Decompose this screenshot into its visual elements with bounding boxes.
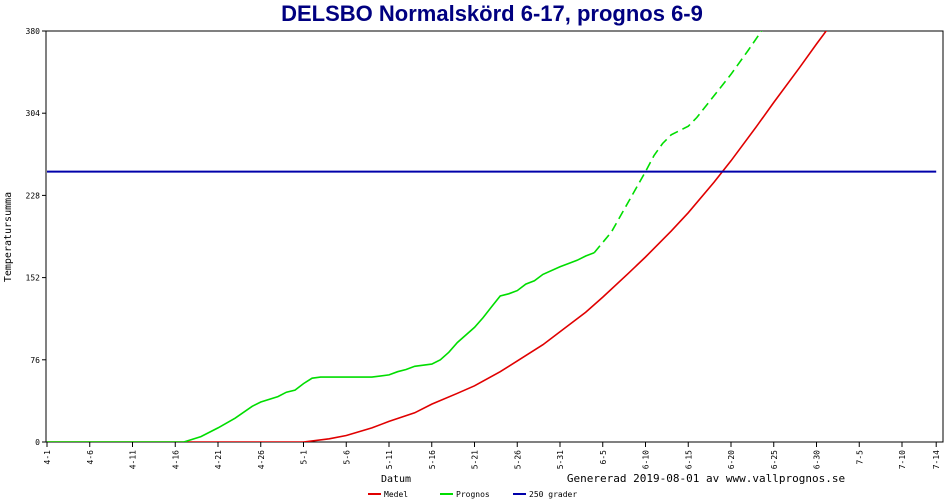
- y-tick-label: 76: [30, 356, 40, 365]
- x-tick-label: 5-1: [300, 450, 309, 465]
- generated-note: Genererad 2019-08-01 av www.vallprognos.…: [567, 472, 845, 485]
- x-tick-label: 6-5: [599, 450, 608, 465]
- x-tick-label: 6-10: [642, 450, 651, 469]
- x-tick-label: 7-14: [932, 450, 941, 469]
- x-tick-label: 4-11: [129, 450, 138, 469]
- x-tick-label: 4-16: [171, 450, 180, 469]
- x-tick-label: 7-10: [898, 450, 907, 469]
- y-tick-label: 380: [26, 27, 41, 36]
- y-axis-title: Temperatursumma: [3, 192, 14, 282]
- x-tick-label: 5-11: [385, 450, 394, 469]
- legend-label: Medel: [384, 490, 408, 499]
- chart-title: DELSBO Normalskörd 6-17, prognos 6-9: [281, 1, 703, 26]
- y-axis: 0 76 152 228 304 380: [26, 27, 46, 447]
- x-tick-label: 5-31: [556, 450, 565, 469]
- x-tick-label: 5-6: [342, 450, 351, 465]
- x-tick-label: 6-15: [684, 450, 693, 469]
- x-tick-label: 5-21: [471, 450, 480, 469]
- x-tick-label: 6-25: [770, 450, 779, 469]
- x-tick-label: 4-26: [257, 450, 266, 469]
- series-line-2: [593, 31, 763, 254]
- x-tick-label: 4-1: [43, 450, 52, 465]
- x-tick-label: 6-30: [813, 450, 822, 469]
- y-tick-label: 304: [26, 109, 41, 118]
- x-axis-title: Datum: [381, 474, 411, 485]
- y-tick-label: 228: [26, 191, 41, 200]
- legend: Medel Prognos 250 grader: [368, 490, 577, 499]
- series-group: [47, 31, 937, 442]
- x-tick-label: 6-20: [727, 450, 736, 469]
- series-line-0: [47, 31, 828, 442]
- x-tick-label: 5-16: [428, 450, 437, 469]
- legend-label: Prognos: [456, 490, 490, 499]
- x-tick-label: 5-26: [513, 450, 522, 469]
- plot-area: [45, 30, 944, 443]
- x-tick-label: 7-5: [855, 450, 864, 465]
- legend-label: 250 grader: [529, 490, 577, 499]
- x-tick-label: 4-6: [86, 450, 95, 465]
- x-tick-label: 4-21: [214, 450, 223, 469]
- series-line-1: [47, 251, 595, 442]
- y-tick-label: 152: [26, 274, 41, 283]
- y-tick-label: 0: [35, 438, 40, 447]
- x-axis: 4-1 4-6 4-11 4-16 4-21 4-26 5-1 5-6 5-11 5-16 5-21…: [43, 442, 941, 469]
